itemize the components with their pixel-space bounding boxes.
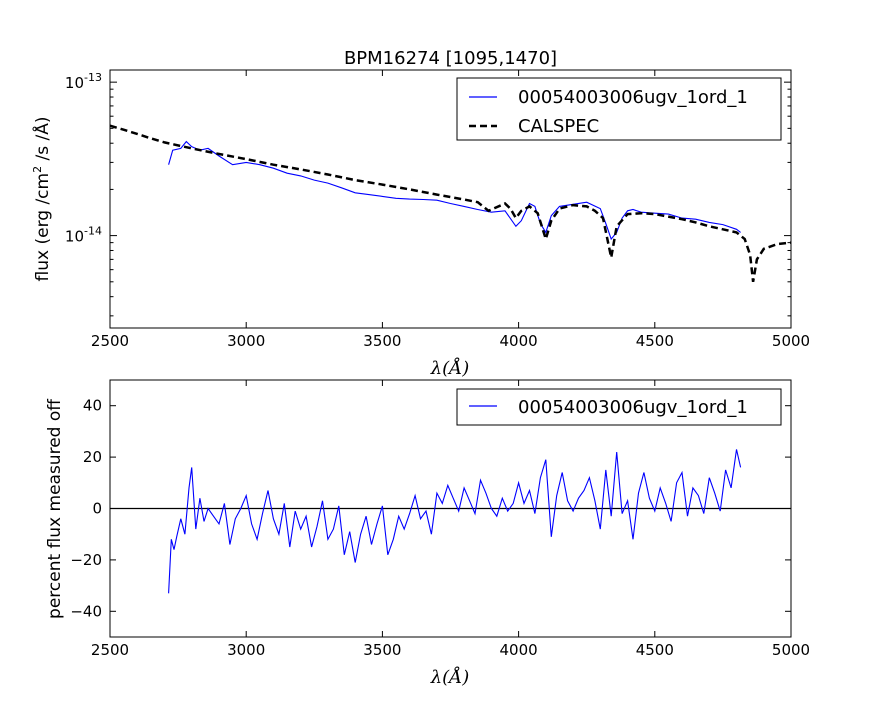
percent-x-tick-label: 3000 bbox=[227, 641, 265, 659]
flux-legend: 00054003006ugv_1ord_1 CALSPEC bbox=[456, 77, 782, 141]
flux-plot-frame bbox=[109, 69, 792, 329]
percent-x-tick-label: 2500 bbox=[91, 641, 129, 659]
flux-x-axis-label: λ(Å) bbox=[430, 357, 469, 379]
percent-y-tick-label: −40 bbox=[70, 602, 102, 620]
flux-series-line-calspec bbox=[109, 124, 792, 283]
percent-legend-box bbox=[456, 388, 782, 426]
percent-y-tick-label: 20 bbox=[83, 448, 102, 466]
flux-x-tick-label: 3000 bbox=[227, 332, 265, 350]
flux-y-tick-exponent: -13 bbox=[84, 71, 102, 84]
percent-legend: 00054003006ugv_1ord_1 bbox=[456, 388, 782, 426]
percent-x-tick-label: 4500 bbox=[636, 641, 674, 659]
percent-y-tick-label: −20 bbox=[70, 551, 102, 569]
flux-x-tick-label: 3500 bbox=[363, 332, 401, 350]
flux-legend-box bbox=[456, 77, 782, 141]
percent-series-line bbox=[168, 449, 742, 594]
percent-legend-label: 00054003006ugv_1ord_1 bbox=[518, 397, 748, 418]
flux-legend-label-calspec: CALSPEC bbox=[518, 116, 599, 137]
flux-x-tick-label: 4000 bbox=[500, 332, 538, 350]
percent-y-tick-label: 0 bbox=[92, 500, 102, 518]
flux-y-tick-exponent: -14 bbox=[84, 225, 102, 238]
flux-y-tick-label: 10 bbox=[65, 228, 84, 246]
flux-x-tick-label: 2500 bbox=[91, 332, 129, 350]
percent-y-tick-label: 40 bbox=[83, 397, 102, 415]
percent-panel: 2500 3000 3500 4000 4500 5000 −40 −20 0 20 40 per… bbox=[45, 379, 810, 688]
flux-x-tick-label: 5000 bbox=[772, 332, 810, 350]
percent-x-axis-label: λ(Å) bbox=[430, 666, 469, 688]
percent-x-tick-label: 5000 bbox=[772, 641, 810, 659]
percent-x-tick-label: 4000 bbox=[500, 641, 538, 659]
percent-y-axis-label: percent flux measured off bbox=[45, 398, 65, 619]
flux-series-line-measured bbox=[168, 140, 741, 241]
flux-panel: BPM16274 [1095,1470] 2500 3000 3500 4000 450… bbox=[31, 48, 810, 379]
flux-y-axis-label: flux (erg /cm2 /s /Å) bbox=[31, 117, 53, 282]
flux-x-tick-label: 4500 bbox=[636, 332, 674, 350]
flux-chart-title: BPM16274 [1095,1470] bbox=[344, 48, 557, 69]
flux-y-tick-label: 10 bbox=[65, 74, 84, 92]
flux-legend-label-measured: 00054003006ugv_1ord_1 bbox=[518, 87, 748, 108]
percent-x-tick-label: 3500 bbox=[363, 641, 401, 659]
